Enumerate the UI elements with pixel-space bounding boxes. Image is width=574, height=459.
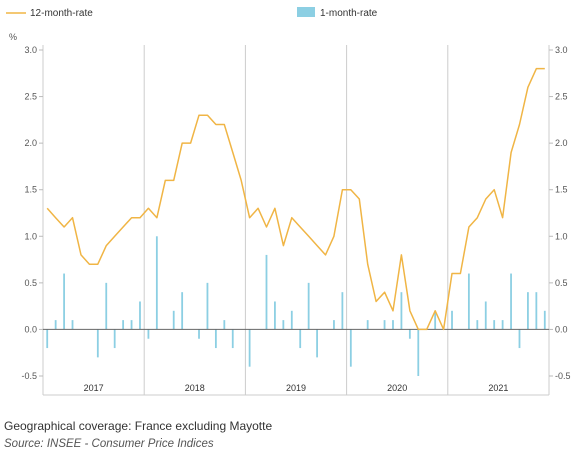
one-month-rate-bar (484, 301, 487, 330)
y-tick-label-right: 0.0 (555, 324, 568, 334)
legend-swatch-1-month-rate (297, 7, 315, 17)
one-month-rate-bar (122, 320, 125, 330)
y-tick-label-right: 2.5 (555, 92, 568, 102)
one-month-rate-bar (501, 320, 504, 330)
one-month-rate-bar (392, 320, 394, 330)
one-month-rate-bar (96, 329, 99, 358)
y-tick-label-left: 3.0 (24, 45, 37, 55)
one-month-rate-bar (223, 320, 226, 330)
one-month-rate-bars (46, 236, 546, 376)
y-tick-label-right: 1.0 (555, 231, 568, 241)
one-month-rate-bar (172, 310, 175, 330)
y-tick-label-left: 2.0 (24, 138, 37, 148)
y-ticks-left: 3.0 2.5 2.0 1.5 1.0 0.5 0.0 -0.5 (21, 45, 43, 381)
year-label: 2017 (84, 383, 104, 393)
year-label: 2018 (185, 383, 205, 393)
one-month-rate-bar (63, 273, 65, 330)
one-month-rate-bar (155, 236, 158, 330)
one-month-rate-bar (341, 292, 344, 330)
one-month-rate-bar (400, 292, 403, 330)
one-month-rate-bar (451, 310, 453, 330)
one-month-rate-bar (476, 320, 479, 330)
one-month-rate-bar (265, 254, 268, 330)
one-month-rate-bar (290, 310, 293, 330)
one-month-rate-bar (467, 273, 470, 330)
y-tick-label-left: 1.5 (24, 185, 37, 195)
one-month-rate-bar (46, 329, 49, 349)
one-month-rate-bar (493, 320, 496, 330)
one-month-rate-bar (518, 329, 521, 349)
one-month-rate-bar (434, 310, 437, 330)
one-month-rate-bar (535, 292, 538, 330)
year-label: 2021 (488, 383, 508, 393)
y-tick-label-left: 1.0 (24, 231, 37, 241)
one-month-rate-bar (214, 329, 217, 349)
y-ticks-right: 3.0 2.5 2.0 1.5 1.0 0.5 0.0 -0.5 (549, 45, 571, 381)
one-month-rate-bar (248, 329, 251, 367)
y-tick-label-left: 2.5 (24, 92, 37, 102)
source-note: Source: INSEE - Consumer Price Indices (4, 438, 214, 450)
one-month-rate-bar (198, 329, 200, 339)
twelve-month-rate-line-group (46, 67, 545, 331)
legend-label-12-month-rate: 12-month-rate (30, 8, 93, 19)
y-tick-label-right: -0.5 (555, 371, 571, 381)
one-month-rate-bar (349, 329, 352, 367)
legend: 12-month-rate 1-month-rate (6, 7, 378, 19)
one-month-rate-bar (282, 320, 285, 330)
y-tick-label-right: 0.5 (555, 278, 568, 288)
one-month-rate-bar (206, 282, 209, 330)
year-label: 2019 (286, 383, 306, 393)
one-month-rate-bar (105, 282, 108, 330)
twelve-month-rate-line (46, 67, 545, 331)
y-tick-label-left: 0.0 (24, 324, 37, 334)
geographical-coverage-note: Geographical coverage: France excluding … (4, 419, 273, 433)
one-month-rate-bar (316, 329, 318, 358)
year-label: 2020 (387, 383, 407, 393)
legend-label-1-month-rate: 1-month-rate (320, 8, 378, 19)
one-month-rate-bar (333, 320, 335, 330)
one-month-rate-bar (543, 310, 546, 330)
y-tick-label-right: 1.5 (555, 185, 568, 195)
one-month-rate-bar (408, 329, 411, 339)
one-month-rate-bar (54, 320, 57, 330)
one-month-rate-bar (299, 329, 302, 349)
one-month-rate-bar (417, 329, 420, 376)
one-month-rate-bar (383, 320, 386, 330)
one-month-rate-bar (181, 292, 184, 330)
inflation-chart: 12-month-rate 1-month-rate % 3.0 2.5 2.0 1.… (6, 7, 571, 396)
y-tick-label-left: -0.5 (21, 371, 37, 381)
y-tick-label-left: 0.5 (24, 278, 37, 288)
year-separators (143, 45, 449, 395)
one-month-rate-bar (510, 273, 512, 330)
year-labels: 2017 2018 2019 2020 2021 (84, 383, 509, 393)
y-tick-label-right: 2.0 (555, 138, 568, 148)
y-tick-label-right: 3.0 (555, 45, 568, 55)
one-month-rate-bar (231, 329, 234, 349)
one-month-rate-bar (307, 282, 310, 330)
one-month-rate-bar (130, 320, 133, 330)
one-month-rate-bar (366, 320, 369, 330)
one-month-rate-bar (274, 301, 276, 330)
y-axis-label: % (9, 32, 17, 42)
one-month-rate-bar (113, 329, 116, 349)
one-month-rate-bar (71, 320, 74, 330)
one-month-rate-bar (147, 329, 150, 339)
one-month-rate-bar (139, 301, 141, 330)
one-month-rate-bar (527, 292, 529, 330)
